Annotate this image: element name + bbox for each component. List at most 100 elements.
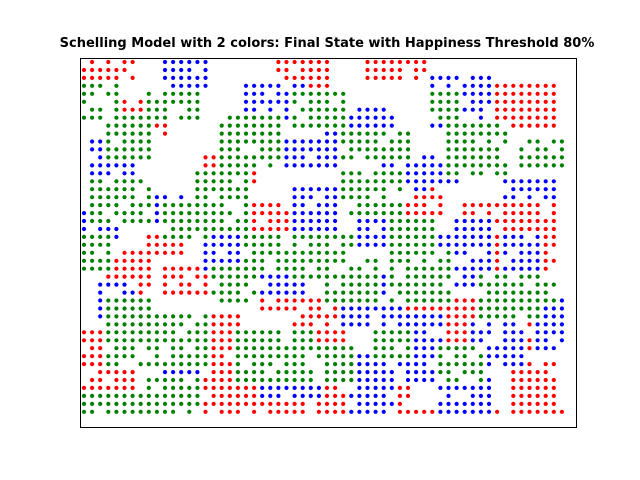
agent-point [397,211,402,216]
agent-point [90,67,95,73]
agent-point [397,187,402,192]
agent-point [446,274,451,279]
agent-point [438,258,443,263]
agent-point [243,274,249,279]
agent-point [422,59,427,65]
agent-point [219,346,224,351]
agent-point [203,234,208,239]
agent-point [243,393,249,398]
agent-point [146,322,151,327]
agent-point [405,234,411,239]
agent-point [365,139,370,144]
agent-point [268,115,273,120]
agent-point [551,115,556,120]
agent-point [405,147,411,152]
agent-point [268,409,273,414]
agent-point [130,155,135,160]
agent-point [316,203,321,208]
agent-point [422,346,427,351]
agent-point [365,123,370,128]
agent-point [349,187,354,192]
agent-point [389,155,394,160]
agent-point [90,401,95,406]
agent-point [146,107,151,112]
agent-point [308,195,313,200]
agent-point [300,163,305,168]
agent-point [187,115,192,120]
agent-point [162,107,168,112]
agent-point [511,195,516,200]
agent-point [195,99,200,104]
agent-point [252,385,257,390]
agent-point [300,107,305,112]
agent-point [357,401,362,406]
agent-point [227,409,232,414]
agent-point [511,266,516,271]
agent-point [486,218,492,224]
agent-point [90,211,95,216]
agent-point [373,385,378,390]
agent-point [252,377,257,383]
agent-point [292,203,297,208]
agent-point [154,115,159,120]
agent-point [397,250,402,255]
agent-point [389,123,394,128]
agent-point [90,377,95,383]
agent-point [462,242,467,247]
agent-point [81,393,87,398]
agent-point [260,338,265,343]
agent-point [114,409,119,414]
agent-point [252,338,257,343]
agent-point [292,99,297,104]
agent-point [438,234,443,239]
agent-point [300,187,305,192]
agent-point [349,171,354,176]
agent-point [90,362,95,367]
agent-point [405,218,411,224]
agent-point [203,242,208,247]
agent-point [268,123,273,128]
agent-point [462,147,467,152]
agent-point [341,322,346,327]
agent-point [397,155,402,160]
agent-point [308,330,313,335]
agent-point [300,314,305,319]
agent-point [405,242,411,247]
agent-point [235,274,240,279]
agent-point [90,242,95,247]
agent-point [365,370,370,375]
agent-point [422,354,427,359]
agent-point [324,250,330,255]
agent-point [154,322,159,327]
agent-point [146,274,151,279]
agent-point [503,131,508,136]
agent-point [292,123,297,128]
agent-point [203,258,208,263]
agent-point [324,139,330,144]
agent-point [219,393,224,398]
agent-point [446,250,451,255]
agent-point [324,91,330,96]
agent-point [381,401,386,406]
agent-point [527,290,532,295]
agent-point [292,274,297,279]
agent-point [171,266,176,271]
agent-point [341,115,346,120]
agent-point [381,171,386,176]
agent-point [122,67,127,73]
agent-point [260,242,265,247]
agent-point [162,274,168,279]
agent-point [98,139,103,144]
agent-point [276,274,281,279]
agent-point [324,338,330,343]
agent-point [422,155,427,160]
agent-point [81,266,87,271]
agent-point [219,163,224,168]
agent-point [203,83,208,88]
agent-point [341,290,346,295]
agent-point [284,155,289,160]
agent-point [373,370,378,375]
agent-point [511,99,516,104]
agent-point [486,203,492,208]
agent-point [300,330,305,335]
